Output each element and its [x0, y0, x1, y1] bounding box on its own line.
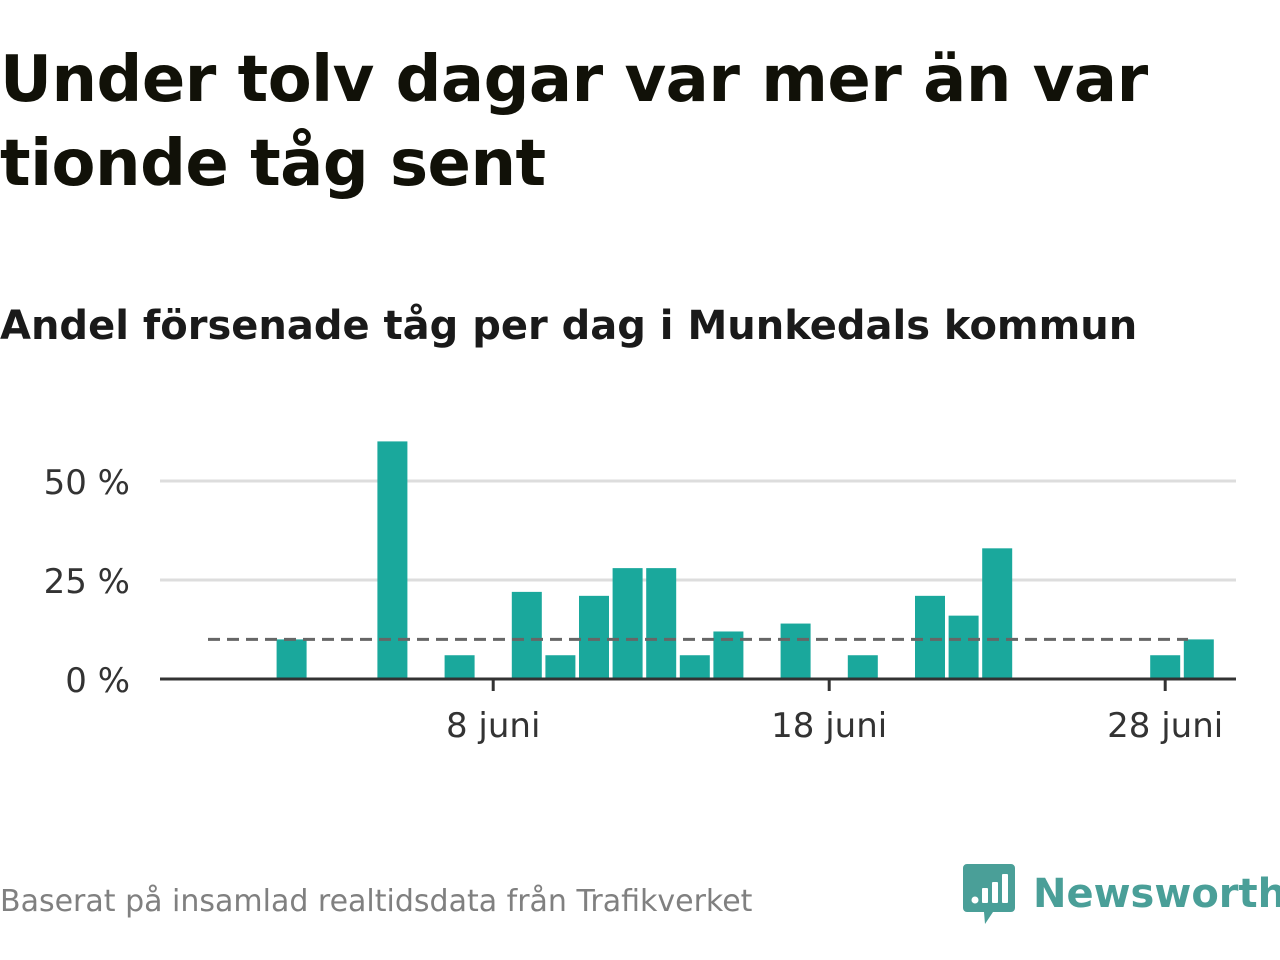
gridlines	[160, 479, 1236, 582]
bar	[377, 441, 408, 679]
bar-chart: 0 % 25 % 50 % 8 juni 18 juni 28 juni	[44, 441, 1236, 746]
y-tick-label: 25 %	[44, 562, 130, 602]
bar	[948, 615, 979, 679]
y-tick-label: 50 %	[44, 463, 130, 503]
newsworthy-logo-icon	[963, 864, 1015, 924]
bar	[444, 655, 475, 679]
bar	[612, 568, 643, 679]
x-tick-label: 28 juni	[1107, 706, 1223, 746]
bar	[511, 591, 542, 679]
x-tick-label: 8 juni	[446, 706, 540, 746]
source-note: Baserat på insamlad realtidsdata från Tr…	[0, 884, 753, 919]
bars	[276, 441, 1214, 679]
x-axis-ticks: 8 juni 18 juni 28 juni	[446, 679, 1223, 746]
bar	[847, 655, 878, 679]
bar	[545, 655, 576, 679]
bar	[915, 595, 945, 679]
bar	[982, 548, 1013, 679]
bar	[1183, 639, 1214, 679]
bar	[646, 568, 677, 679]
bar	[1150, 655, 1181, 679]
bar	[780, 623, 811, 679]
headline: Under tolv dagar var mer än var tionde t…	[0, 43, 1148, 201]
y-tick-label: 0 %	[65, 661, 130, 701]
brand-name: Newsworthy	[1033, 871, 1280, 917]
brand-logo: Newsworthy	[963, 862, 1280, 926]
x-tick-label: 18 juni	[771, 706, 887, 746]
bar	[276, 639, 307, 679]
bar	[679, 655, 710, 679]
bar	[579, 595, 609, 679]
y-axis-ticks: 0 % 25 % 50 %	[44, 463, 130, 701]
chart-subtitle: Andel försenade tåg per dag i Munkedals …	[0, 303, 1138, 349]
